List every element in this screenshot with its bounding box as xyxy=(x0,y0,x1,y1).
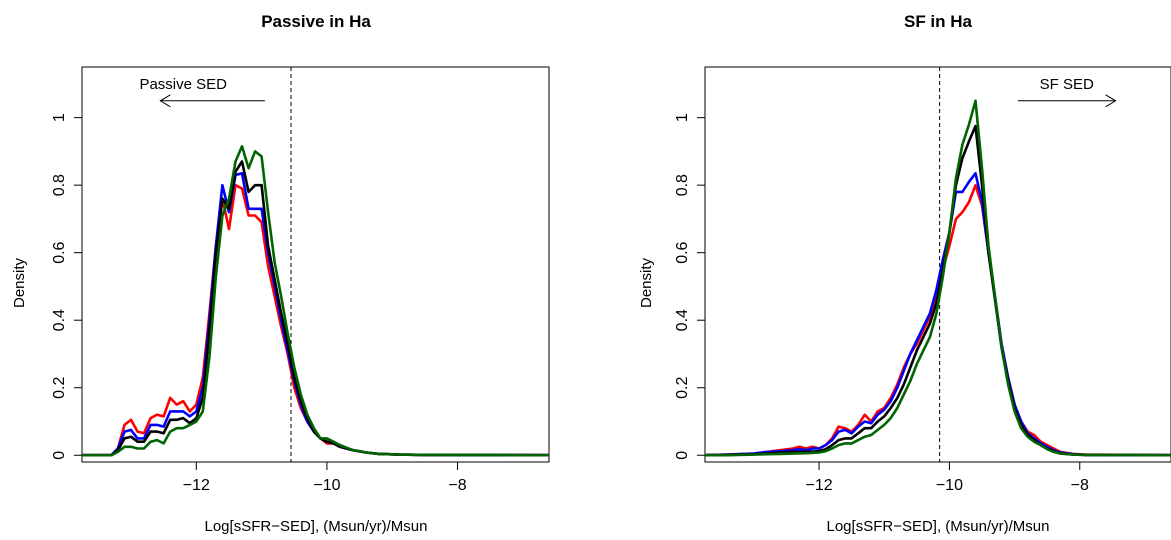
x-tick-label: −12 xyxy=(805,477,832,494)
series-line xyxy=(705,99,1171,457)
y-tick-label: 0.2 xyxy=(51,377,68,399)
series-line xyxy=(82,183,550,457)
series-line xyxy=(82,145,550,457)
panel-title: Passive in Ha xyxy=(261,12,371,31)
y-tick-label: 0 xyxy=(674,451,691,460)
plot-frame xyxy=(704,66,1171,463)
x-tick-label: −10 xyxy=(313,477,340,494)
x-tick-label: −8 xyxy=(448,477,466,494)
panel-title: SF in Ha xyxy=(904,12,973,31)
panel-passive: Passive in Ha Log[sSFR−SED], (Msun/yr)/M… xyxy=(11,12,550,535)
series-line xyxy=(704,172,1171,457)
panel-sf: SF in Ha Log[sSFR−SED], (Msun/yr)/Msun D… xyxy=(638,12,1171,535)
y-tick-label: 0.8 xyxy=(674,174,691,196)
plot-frame xyxy=(81,66,550,463)
y-axis-label: Density xyxy=(11,257,28,308)
annotation-arrowhead xyxy=(1105,94,1117,108)
series-line xyxy=(704,183,1171,457)
y-tick-label: 0.2 xyxy=(674,377,691,399)
annotation-arrowhead xyxy=(159,94,171,108)
y-tick-label: 0.4 xyxy=(51,309,68,331)
y-tick-label: 1 xyxy=(51,113,68,122)
series-line xyxy=(82,160,550,457)
series-line xyxy=(82,172,550,457)
x-tick-label: −10 xyxy=(936,477,963,494)
x-tick-label: −8 xyxy=(1071,477,1089,494)
x-axis-label: Log[sSFR−SED], (Msun/yr)/Msun xyxy=(205,518,428,535)
series-line xyxy=(704,124,1171,457)
y-tick-label: 0 xyxy=(51,451,68,460)
y-tick-label: 0.4 xyxy=(674,309,691,331)
y-tick-label: 1 xyxy=(674,113,691,122)
y-axis-label: Density xyxy=(638,257,655,308)
y-tick-label: 0.6 xyxy=(674,241,691,263)
annotation-label: Passive SED xyxy=(139,76,227,93)
x-axis-label: Log[sSFR−SED], (Msun/yr)/Msun xyxy=(827,518,1050,535)
y-tick-label: 0.8 xyxy=(51,174,68,196)
y-tick-label: 0.6 xyxy=(51,241,68,263)
annotation-label: SF SED xyxy=(1040,76,1094,93)
x-tick-label: −12 xyxy=(183,477,210,494)
